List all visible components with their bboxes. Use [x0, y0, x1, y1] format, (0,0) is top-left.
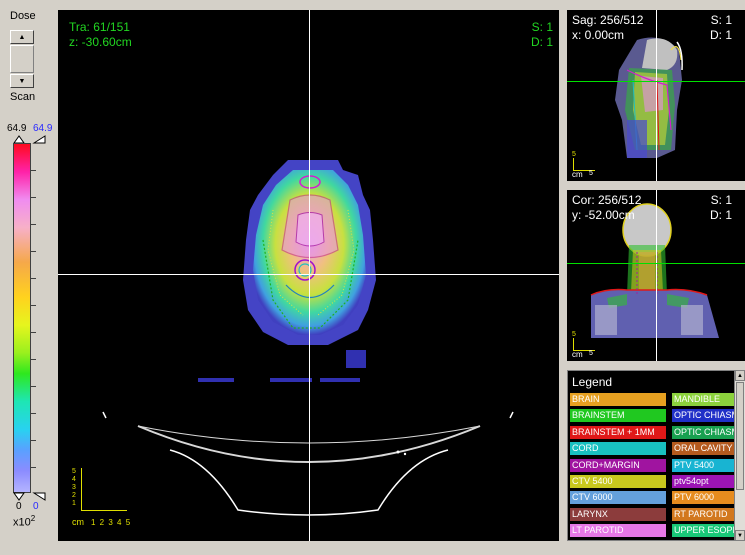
legend-item[interactable]: CTV 5400 [570, 475, 666, 488]
legend-item[interactable]: LT PAROTID [570, 524, 666, 538]
dose-max-value: 64.9 [7, 123, 27, 134]
dose-min-markers[interactable] [12, 492, 48, 502]
triangle-up-icon: ▲ [18, 33, 26, 41]
sagittal-s-label: S: 1 [710, 13, 732, 27]
coronal-slice-label: Cor: 256/512 [572, 193, 642, 207]
legend-item[interactable]: BRAINSTEM + 1MM [570, 425, 666, 439]
coronal-crosshair-horizontal[interactable] [567, 263, 745, 264]
coronal-view[interactable]: Cor: 256/512 y: -52.00cm S: 1 D: 1 5 cm … [567, 190, 745, 361]
coronal-image [590, 203, 719, 338]
dose-min-value: 0 [16, 501, 22, 512]
dose-units: x102 [13, 514, 36, 529]
coronal-s-label: S: 1 [710, 193, 732, 207]
legend-item[interactable]: CTV 6000 [570, 491, 666, 505]
legend-item[interactable]: RT PAROTID [672, 507, 738, 521]
dose-label: Dose [10, 10, 36, 22]
sagittal-view[interactable]: Sag: 256/512 x: 0.00cm S: 1 D: 1 5 cm 5 [567, 10, 745, 181]
scroll-up-icon[interactable]: ▲ [735, 370, 745, 381]
legend-item[interactable]: CORD [570, 442, 666, 456]
sagittal-image [615, 37, 683, 158]
dose-scan-up-button[interactable]: ▲ [10, 30, 34, 44]
sagittal-x-label: x: 0.00cm [572, 28, 625, 42]
dose-min-value-alt: 0 [33, 501, 39, 512]
legend-item[interactable]: UPPER ESOPH [672, 524, 738, 538]
legend-item[interactable]: LARYNX [570, 507, 666, 521]
scale-vtick: 3 [72, 484, 76, 491]
coronal-y-label: y: -52.00cm [572, 208, 635, 222]
coronal-crosshair-vertical[interactable] [656, 190, 657, 361]
sagittal-crosshair-horizontal[interactable] [567, 81, 745, 82]
dose-colorbar [13, 143, 31, 493]
crosshair-horizontal[interactable] [58, 274, 559, 275]
legend-item[interactable]: PTV 5400 [672, 458, 738, 472]
dose-max-markers[interactable] [12, 134, 48, 144]
scale-vtick: 5 [72, 468, 76, 475]
scale-vtick: 2 [72, 492, 76, 499]
transverse-slice-label: Tra: 61/151 [69, 20, 130, 34]
scale-vtick: 1 [72, 500, 76, 507]
legend-item[interactable]: ptv54opt [672, 475, 738, 488]
scale-unit: cm [72, 517, 84, 527]
sagittal-d-label: D: 1 [709, 28, 732, 42]
legend-item[interactable]: BRAINSTEM [570, 409, 666, 423]
structure-legend: Legend BRAIN MANDIBLE BRAINSTEM OPTIC CHIAS… [567, 370, 745, 541]
scale-hticks: 1 2 3 4 5 [91, 518, 132, 527]
transverse-s-label: S: 1 [531, 20, 553, 34]
legend-item[interactable]: PTV 6000 [672, 491, 738, 505]
legend-item[interactable]: ORAL CAVITY [672, 442, 738, 456]
scan-label: Scan [10, 91, 36, 103]
legend-item[interactable]: CORD+MARGIN [570, 458, 666, 472]
legend-title: Legend [572, 375, 613, 389]
scroll-thumb[interactable] [736, 382, 744, 490]
scroll-down-icon[interactable]: ▼ [735, 530, 745, 541]
dose-scan-down-button[interactable]: ▼ [10, 74, 34, 88]
legend-item[interactable]: OPTIC CHIASM [672, 425, 738, 439]
triangle-down-icon: ▼ [18, 77, 26, 85]
crosshair-vertical[interactable] [309, 10, 310, 541]
transverse-d-label: D: 1 [530, 35, 553, 49]
legend-scrollbar[interactable]: ▲ ▼ [734, 370, 745, 541]
transverse-z-label: z: -30.60cm [69, 35, 132, 49]
sagittal-slice-label: Sag: 256/512 [572, 13, 644, 27]
sagittal-crosshair-vertical[interactable] [656, 10, 657, 181]
scale-vtick: 4 [72, 476, 76, 483]
dose-max-value-alt: 64.9 [33, 123, 53, 134]
transverse-view[interactable]: Tra: 61/151 z: -30.60cm S: 1 D: 1 5 4 3 … [58, 10, 559, 541]
coronal-d-label: D: 1 [709, 208, 732, 222]
legend-item[interactable]: MANDIBLE [672, 393, 738, 406]
dose-scan-slider[interactable] [10, 45, 34, 73]
legend-item[interactable]: BRAIN [570, 393, 666, 406]
legend-item[interactable]: OPTIC CHIASM [672, 409, 738, 423]
